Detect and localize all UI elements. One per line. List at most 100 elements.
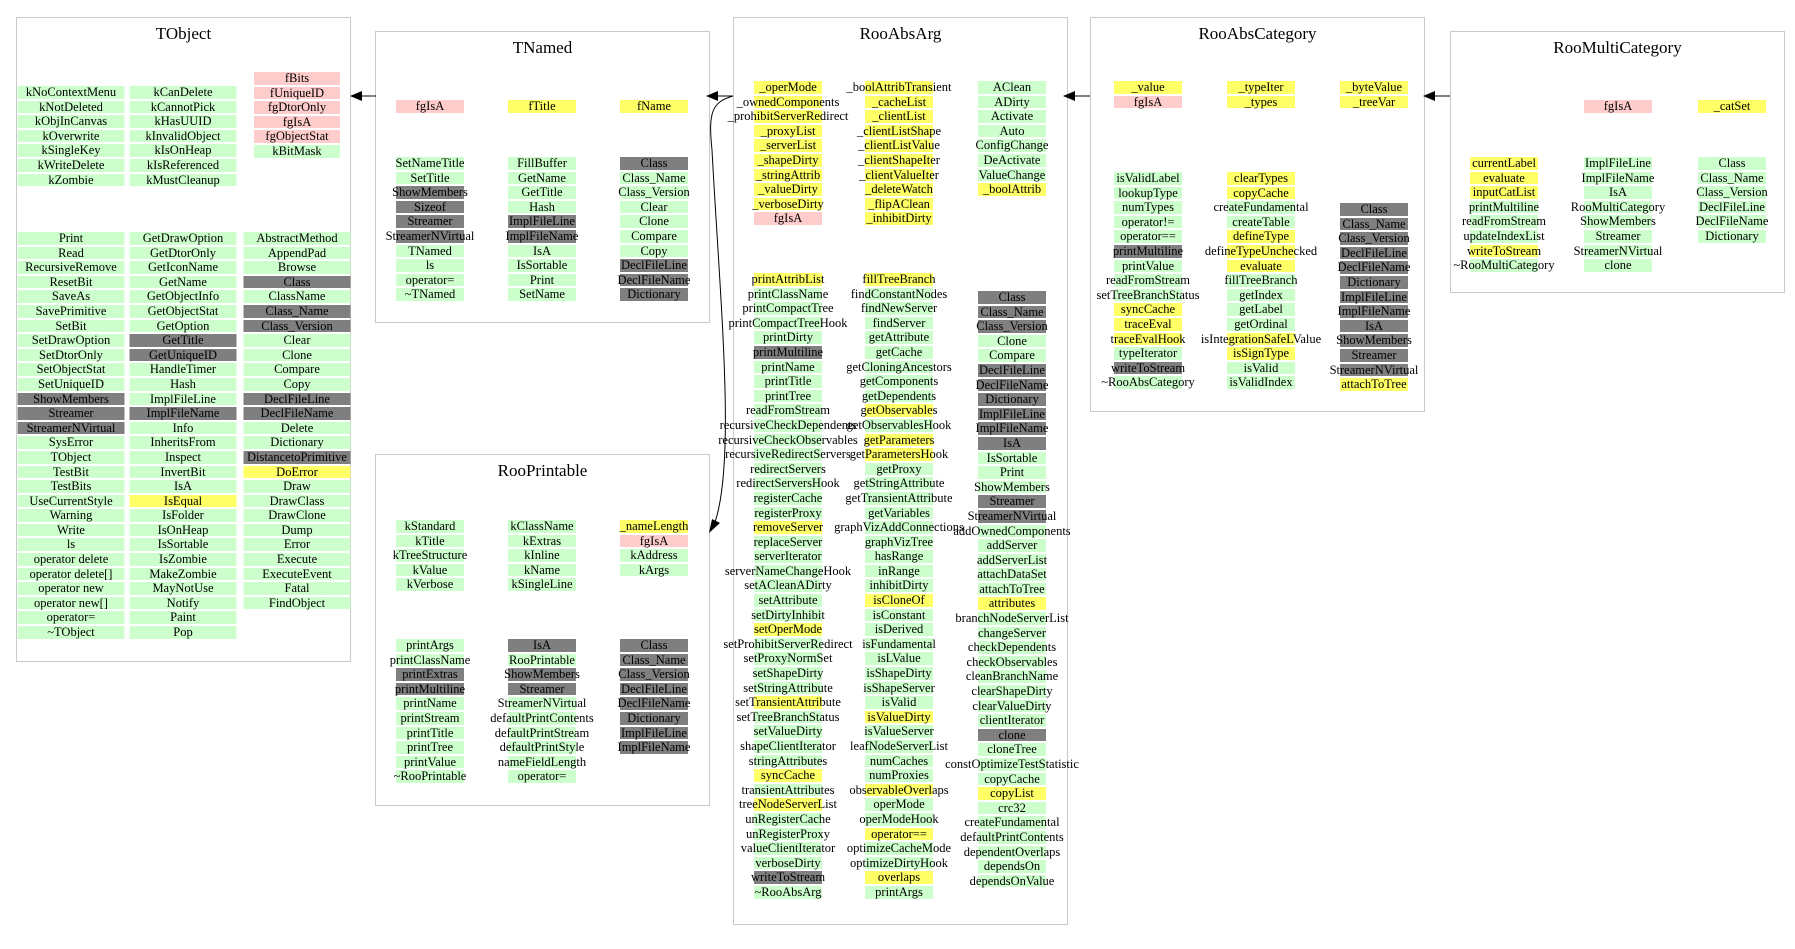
member-name: Inspect bbox=[164, 449, 202, 464]
member-item: unRegisterCache bbox=[745, 812, 830, 827]
member-name: DeActivate bbox=[983, 152, 1041, 167]
class-box-roomulticategory: RooMultiCategory fgIsA _catSet currentLabel… bbox=[1450, 31, 1785, 293]
member-name: operMode bbox=[873, 797, 925, 812]
member-name: _clientListShape bbox=[856, 123, 941, 138]
member-item: defaultPrintStream bbox=[495, 726, 589, 741]
member-item: addServerList bbox=[977, 553, 1047, 568]
class-box-tnamed: TNamed fgIsA fTitle fName SetNameTitle SetTit… bbox=[375, 31, 710, 323]
member-name: StreamerNVirtual bbox=[1329, 362, 1419, 377]
member-name: defaultPrintStream bbox=[494, 725, 590, 740]
member-column: fgIsA bbox=[330, 99, 530, 114]
class-box-tobject: TObject kNoContextMenu kNotDeleted kObjInCa… bbox=[16, 17, 351, 662]
member-name: isShapeDirty bbox=[866, 666, 932, 681]
member-item: StreamerNVirtual bbox=[1330, 363, 1419, 378]
member-item: evaluate bbox=[1469, 171, 1538, 186]
member-item: setTreeBranchStatus bbox=[1097, 288, 1200, 303]
member-name: GetName bbox=[159, 274, 207, 289]
member-item: DeActivate bbox=[977, 152, 1046, 168]
member-name: IsSortable bbox=[986, 450, 1038, 465]
member-item: GetTitle bbox=[129, 333, 237, 348]
member-item: IsA bbox=[508, 244, 576, 259]
member-item: kWriteDelete bbox=[17, 158, 125, 173]
member-name: Read bbox=[58, 245, 84, 260]
member-item: operator= bbox=[17, 610, 125, 625]
member-item: Streamer bbox=[396, 214, 464, 229]
member-name: findServer bbox=[872, 315, 926, 330]
member-name: writeToStream bbox=[1466, 243, 1542, 258]
member-item: readFromStream bbox=[1106, 273, 1190, 288]
member-item: attributes bbox=[977, 596, 1046, 611]
member-item: graphVizTree bbox=[865, 535, 933, 550]
member-item: StreamerNVirtual bbox=[17, 421, 125, 436]
member-item: Class bbox=[620, 156, 688, 171]
member-name: UseCurrentStyle bbox=[29, 493, 113, 508]
member-name: inRange bbox=[878, 563, 920, 578]
member-name: removeServer bbox=[752, 520, 824, 535]
member-name: Class_Name bbox=[980, 304, 1044, 319]
member-name: isCloneOf bbox=[873, 593, 925, 608]
member-item: operator new bbox=[17, 581, 125, 596]
member-item: fBits bbox=[254, 71, 340, 86]
member-item: printValue bbox=[1113, 259, 1182, 274]
member-name: clearShapeDirty bbox=[971, 684, 1053, 699]
member-item: optimizeDirtyHook bbox=[850, 856, 948, 871]
member-item: Copy bbox=[620, 244, 688, 259]
member-item: Dictionary bbox=[620, 711, 688, 726]
member-item: Info bbox=[129, 421, 237, 436]
member-column: Print Read RecursiveRemove ResetBit SaveAs Sa… bbox=[0, 231, 171, 640]
member-item: fTitle bbox=[507, 99, 576, 114]
member-item: GetObjectStat bbox=[129, 304, 237, 319]
member-name: registerCache bbox=[753, 490, 823, 505]
member-item: checkDependents bbox=[968, 640, 1056, 655]
member-name: verboseDirty bbox=[755, 855, 821, 870]
member-item: kZombie bbox=[17, 173, 125, 188]
member-column: printAttribList printClassName printCompac… bbox=[688, 272, 888, 900]
member-name: addOwnedComponents bbox=[953, 523, 1071, 538]
member-name: isLValue bbox=[877, 651, 921, 666]
member-item: fgIsA bbox=[620, 534, 688, 549]
member-item: printDirty bbox=[754, 330, 822, 345]
member-item: ImplFileName bbox=[1338, 304, 1411, 319]
member-name: DeclFileLine bbox=[621, 681, 687, 696]
member-item: IsA bbox=[129, 479, 237, 494]
member-column: currentLabel evaluate inputCatList printMul… bbox=[1404, 156, 1604, 273]
member-name: ImplFileName bbox=[975, 421, 1049, 436]
member-name: kCannotPick bbox=[150, 99, 216, 114]
member-item: StreamerNVirtual bbox=[498, 696, 587, 711]
member-name: getTransientAttribute bbox=[845, 490, 953, 505]
member-name: clearValueDirty bbox=[972, 698, 1052, 713]
member-name: isValid bbox=[881, 695, 917, 710]
member-item: operMode bbox=[865, 797, 933, 812]
member-name: _deleteWatch bbox=[865, 182, 933, 197]
member-name: ~RooAbsArg bbox=[754, 884, 822, 899]
member-item: copyCache bbox=[978, 772, 1046, 787]
member-item: SetUniqueID bbox=[17, 377, 125, 392]
member-name: findNewServer bbox=[860, 301, 938, 316]
member-name: numCaches bbox=[869, 753, 929, 768]
member-item: AClean bbox=[978, 80, 1046, 95]
member-name: Clone bbox=[997, 333, 1027, 348]
member-name: copyCache bbox=[1233, 185, 1289, 200]
member-name: Dictionary bbox=[1705, 228, 1759, 243]
member-name: _inhibitDirty bbox=[866, 211, 932, 226]
member-item: SetObjectStat bbox=[17, 362, 125, 377]
member-name: DistancetoPrimitive bbox=[247, 449, 347, 464]
member-name: InvertBit bbox=[160, 464, 206, 479]
member-name: kMustCleanup bbox=[146, 172, 220, 187]
member-item: GetObjectInfo bbox=[129, 289, 237, 304]
member-item: printArgs bbox=[396, 638, 464, 653]
member-item: inputCatList bbox=[1470, 185, 1538, 200]
member-item: shapeClientIterator bbox=[740, 739, 836, 754]
member-item: writeToStream bbox=[751, 870, 825, 885]
member-name: fName bbox=[636, 99, 671, 113]
member-item: kIsOnHeap bbox=[129, 143, 237, 158]
member-item: treeNodeServerList bbox=[739, 797, 837, 812]
member-name: GetObjectInfo bbox=[146, 289, 220, 304]
member-item: updateIndexList bbox=[1463, 229, 1544, 244]
member-column: fillTreeBranch findConstantNodes findNewSe… bbox=[799, 272, 999, 900]
member-name: kExtras bbox=[522, 533, 562, 548]
member-item: replaceServer bbox=[754, 535, 823, 550]
member-item: clientIterator bbox=[977, 713, 1046, 728]
member-item: IsA bbox=[978, 436, 1046, 451]
member-item: setStringAttribute bbox=[743, 681, 833, 696]
